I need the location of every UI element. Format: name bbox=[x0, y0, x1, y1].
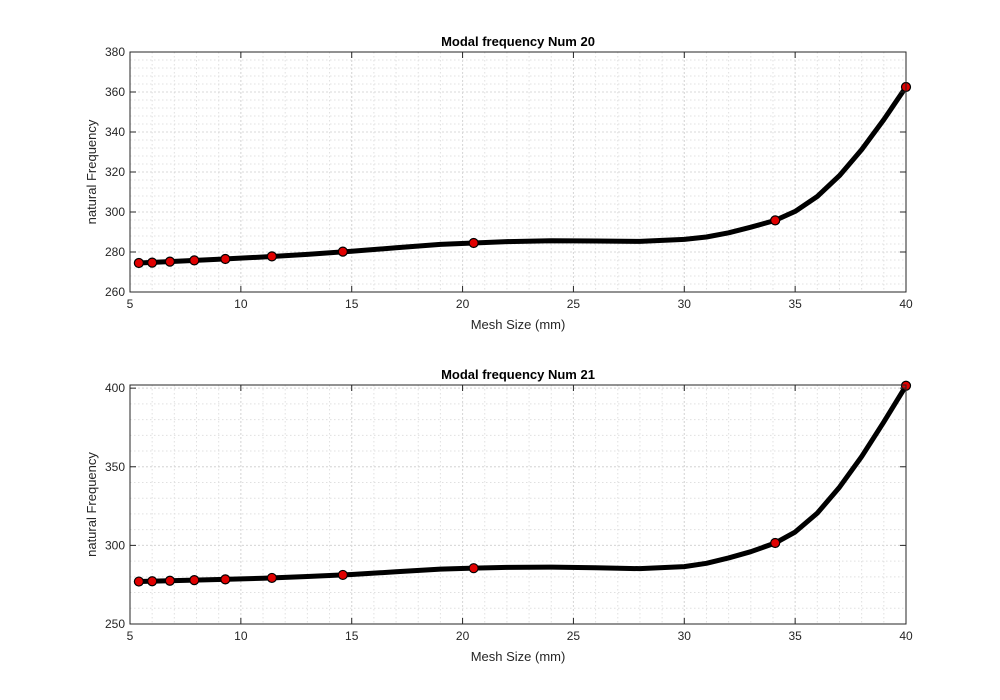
x-tick-label: 10 bbox=[234, 297, 248, 311]
x-tick-label: 30 bbox=[678, 629, 692, 643]
y-tick-label: 380 bbox=[105, 45, 125, 59]
chart-title: Modal frequency Num 21 bbox=[441, 367, 595, 382]
y-tick-label: 250 bbox=[105, 617, 125, 631]
x-tick-label: 25 bbox=[567, 629, 581, 643]
plot-area bbox=[130, 385, 906, 624]
y-tick-label: 280 bbox=[105, 245, 125, 259]
axis-box bbox=[129, 384, 907, 625]
data-point bbox=[770, 537, 781, 549]
data-point bbox=[189, 255, 200, 266]
data-point bbox=[468, 237, 479, 249]
data-point bbox=[133, 576, 144, 587]
data-point bbox=[147, 576, 158, 587]
y-axis-label: natural Frequency bbox=[84, 452, 99, 557]
x-tick-label: 15 bbox=[345, 297, 359, 311]
x-tick-label: 30 bbox=[678, 297, 692, 311]
y-tick-label: 400 bbox=[105, 381, 125, 395]
x-tick-label: 40 bbox=[899, 297, 913, 311]
data-point bbox=[337, 246, 348, 257]
data-point bbox=[266, 572, 277, 584]
x-axis-label: Mesh Size (mm) bbox=[471, 649, 566, 664]
x-tick-label: 5 bbox=[127, 629, 134, 643]
y-tick-label: 260 bbox=[105, 285, 125, 299]
chart-modal-20: 5 10 15 20 25 30 35 40 260 280 300 320 340 360 380 Moda… bbox=[84, 34, 913, 332]
x-tick-label: 10 bbox=[234, 629, 248, 643]
data-point bbox=[164, 575, 176, 586]
data-point bbox=[147, 257, 158, 268]
data-point bbox=[164, 256, 176, 267]
x-tick-label: 5 bbox=[127, 297, 134, 311]
chart-modal-21: 5 10 15 20 25 30 35 40 250 300 350 400 Modal frequen… bbox=[84, 367, 913, 664]
y-tick-label: 340 bbox=[105, 125, 125, 139]
data-point bbox=[468, 563, 479, 574]
y-axis-label: natural Frequency bbox=[84, 119, 99, 224]
y-tick-label: 300 bbox=[105, 205, 125, 219]
data-point bbox=[189, 575, 200, 586]
x-tick-label: 15 bbox=[345, 629, 359, 643]
x-tick-label: 35 bbox=[788, 629, 802, 643]
data-point bbox=[266, 251, 277, 262]
y-tick-label: 320 bbox=[105, 165, 125, 179]
series-line bbox=[136, 383, 909, 585]
data-point bbox=[770, 215, 781, 226]
data-point bbox=[220, 253, 231, 265]
data-point bbox=[337, 569, 348, 581]
chart-title: Modal frequency Num 20 bbox=[441, 34, 595, 49]
y-tick-label: 350 bbox=[105, 460, 125, 474]
data-point bbox=[133, 257, 144, 269]
y-tick-label: 300 bbox=[105, 538, 125, 552]
y-tick-label: 360 bbox=[105, 85, 125, 99]
x-tick-label: 35 bbox=[788, 297, 802, 311]
data-point bbox=[220, 574, 231, 585]
x-tick-label: 20 bbox=[456, 629, 470, 643]
x-tick-label: 20 bbox=[456, 297, 470, 311]
x-tick-label: 40 bbox=[899, 629, 913, 643]
x-tick-label: 25 bbox=[567, 297, 581, 311]
x-axis-label: Mesh Size (mm) bbox=[471, 317, 566, 332]
series-line bbox=[136, 84, 909, 266]
